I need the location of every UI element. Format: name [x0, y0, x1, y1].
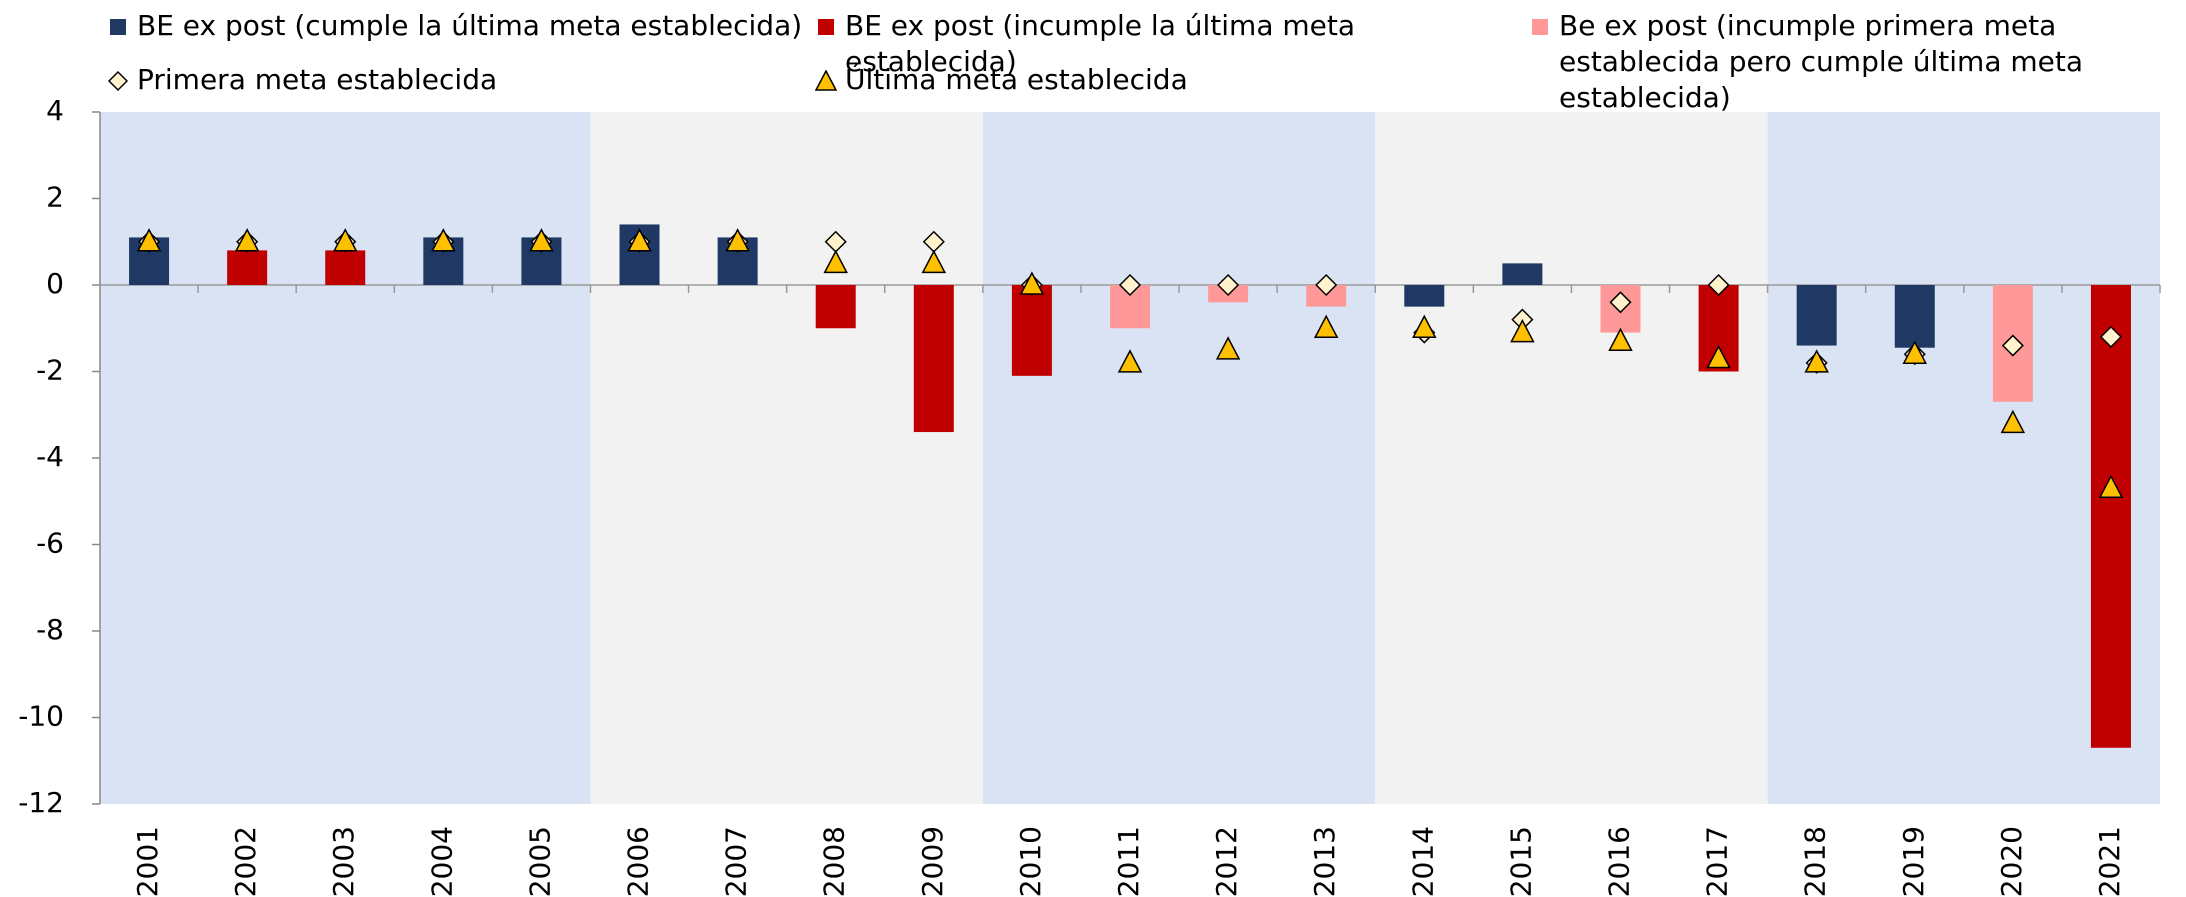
legend-swatch-shape — [818, 19, 834, 35]
legend-item: Última meta establecida — [815, 62, 1515, 98]
triangle-marker — [627, 228, 652, 252]
triangle-marker — [1215, 336, 1241, 360]
legend-swatch-shape — [815, 70, 837, 91]
x-tick-label: 2001 — [131, 826, 164, 897]
x-tick-label: 2003 — [327, 826, 360, 897]
x-tick-label: 2012 — [1210, 826, 1243, 897]
x-tick-label: 2002 — [229, 826, 262, 897]
x-tick-label: 2004 — [425, 826, 458, 897]
x-tick-label: 2021 — [2093, 826, 2126, 897]
legend-swatch-shape — [107, 70, 129, 92]
x-tick-label: 2006 — [622, 826, 655, 897]
bar — [325, 250, 366, 285]
legend-swatch — [110, 19, 126, 35]
legend-item: BE ex post (incumple la última meta esta… — [815, 8, 1515, 80]
triangle-marker — [136, 228, 162, 252]
x-tick-label: 2007 — [720, 826, 753, 897]
diamond-marker — [1217, 273, 1240, 297]
y-tick-label: -4 — [36, 440, 64, 473]
triangle-marker — [1510, 318, 1535, 343]
legend-label: BE ex post (incumple la última meta esta… — [845, 9, 1356, 78]
diamond-marker — [2001, 334, 2024, 357]
triangle-marker — [1019, 271, 1045, 295]
x-tick-label: 2008 — [818, 826, 851, 897]
diamond-marker — [1315, 273, 1338, 297]
y-tick-label: -8 — [36, 613, 64, 646]
diamond-marker — [1707, 273, 1730, 297]
triangle-marker — [1117, 349, 1143, 373]
x-tick-label: 2013 — [1308, 826, 1341, 897]
legend-item: BE ex post (cumple la última meta establ… — [107, 8, 867, 44]
triangle-marker — [234, 228, 260, 252]
bar — [1894, 285, 1935, 348]
legend-swatch — [818, 19, 834, 35]
background-band — [1375, 112, 1768, 804]
diamond-marker — [1118, 273, 1142, 297]
triangle-marker — [823, 249, 848, 274]
bar — [2090, 285, 2131, 748]
x-tick-label: 2015 — [1504, 826, 1537, 897]
y-tick-label: 2 — [46, 181, 64, 214]
bar — [1502, 263, 1543, 285]
x-tick-label: 2009 — [916, 826, 949, 897]
bar — [913, 285, 954, 433]
legend-label: Última meta establecida — [845, 63, 1188, 96]
triangle-marker — [332, 228, 358, 252]
x-tick-label: 2005 — [523, 826, 556, 897]
x-tick-label: 2014 — [1406, 826, 1439, 897]
legend-label: Be ex post (incumple primera meta establ… — [1559, 9, 2084, 114]
legend-label: BE ex post (cumple la última meta establ… — [137, 9, 803, 42]
legend-item: Primera meta establecida — [107, 62, 807, 98]
y-tick-label: 4 — [46, 94, 64, 127]
legend-label: Primera meta establecida — [137, 63, 498, 96]
triangle-marker — [921, 249, 947, 274]
x-tick-label: 2016 — [1602, 826, 1635, 897]
bar — [227, 250, 268, 285]
triangle-marker — [1706, 344, 1731, 369]
legend-swatch — [1532, 19, 1548, 35]
diamond-marker — [1609, 291, 1632, 314]
y-tick-label: -10 — [18, 700, 64, 733]
diamond-marker — [2099, 325, 2123, 348]
legend-swatch-shape — [1532, 19, 1548, 35]
bar — [1796, 285, 1837, 346]
y-tick-label: -12 — [18, 786, 64, 819]
x-tick-label: 2010 — [1014, 826, 1047, 897]
triangle-marker — [725, 228, 750, 252]
x-tick-label: 2020 — [1995, 826, 2028, 897]
triangle-marker — [431, 228, 456, 252]
x-tick-label: 2018 — [1799, 826, 1832, 897]
background-band — [590, 112, 983, 804]
triangle-marker — [529, 228, 554, 252]
y-tick-label: -2 — [36, 354, 64, 387]
y-tick-label: 0 — [46, 267, 64, 300]
bar — [1404, 285, 1445, 307]
triangle-marker — [2098, 474, 2124, 499]
triangle-marker — [1608, 327, 1633, 351]
legend-swatch-shape — [110, 19, 126, 35]
legend-swatch — [815, 70, 837, 91]
bar — [1011, 285, 1052, 376]
triangle-marker — [1804, 349, 1829, 373]
bar — [815, 285, 856, 329]
triangle-marker — [1902, 340, 1927, 364]
x-tick-label: 2017 — [1701, 826, 1734, 897]
triangle-marker — [1412, 314, 1437, 338]
background-band — [982, 112, 1376, 804]
triangle-marker — [2000, 409, 2026, 434]
x-tick-label: 2019 — [1897, 826, 1930, 897]
legend-item: Be ex post (incumple primera meta establ… — [1529, 8, 2186, 116]
legend-swatch — [107, 70, 129, 92]
background-band — [100, 112, 591, 804]
x-tick-label: 2011 — [1112, 826, 1145, 897]
triangle-marker — [1313, 314, 1339, 338]
y-tick-label: -6 — [36, 527, 64, 560]
